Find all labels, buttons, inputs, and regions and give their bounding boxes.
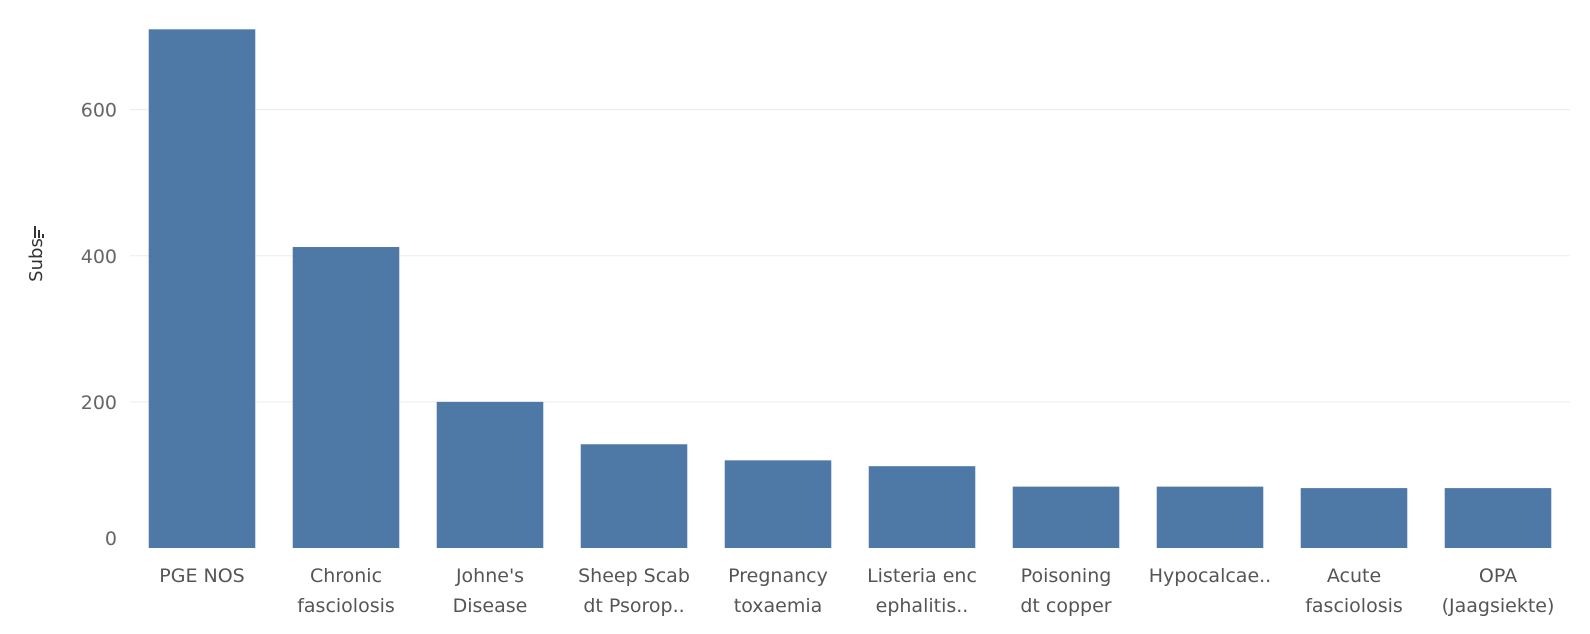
- x-category-label-line: Chronic: [310, 565, 382, 587]
- bar[interactable]: [1444, 488, 1552, 548]
- y-axis-title: Subs: [26, 238, 47, 282]
- x-category-label-line: OPA: [1479, 565, 1517, 587]
- x-category-label: Sheep Scab dt Psorop..: [578, 565, 690, 617]
- x-category-label-line: Disease: [453, 595, 528, 617]
- x-category-label-line: Acute: [1327, 565, 1381, 587]
- x-category-label: Listeria enc ephalitis..: [867, 565, 977, 617]
- x-category-label-line: ephalitis..: [876, 595, 969, 617]
- x-category-label-line: Pregnancy: [728, 565, 828, 587]
- x-category-label: Pregnancy toxaemia: [728, 565, 828, 617]
- y-tick-label: 200: [81, 392, 117, 414]
- x-category-label-line: dt copper: [1020, 595, 1111, 617]
- sort-descending-icon[interactable]: [34, 226, 44, 238]
- x-axis-categories: PGE NOS Chronic fasciolosis Johne's Disease S…: [159, 565, 1554, 617]
- x-category-label-line: Johne's: [455, 565, 524, 587]
- y-axis-ticks: 0 200 400 600: [81, 100, 117, 550]
- x-category-label: Acute fasciolosis: [1305, 565, 1403, 617]
- x-category-label: Johne's Disease: [453, 565, 528, 617]
- bar[interactable]: [1156, 486, 1264, 548]
- bar[interactable]: [292, 247, 400, 548]
- y-tick-label: 400: [81, 246, 117, 268]
- x-category-label-line: Sheep Scab: [578, 565, 690, 587]
- bar[interactable]: [580, 444, 688, 548]
- bar[interactable]: [1012, 486, 1120, 548]
- x-category-label-line: dt Psorop..: [583, 595, 684, 617]
- x-category-label-line: fasciolosis: [1305, 595, 1403, 617]
- x-category-label-line: (Jaagsiekte): [1442, 595, 1555, 617]
- x-category-label: OPA (Jaagsiekte): [1442, 565, 1555, 617]
- bar[interactable]: [868, 466, 976, 548]
- x-category-label-line: fasciolosis: [297, 595, 395, 617]
- x-category-label: Chronic fasciolosis: [297, 565, 395, 617]
- bar[interactable]: [148, 29, 256, 549]
- y-tick-label: 600: [81, 100, 117, 122]
- x-category-label: Poisoning dt copper: [1020, 565, 1111, 617]
- bar[interactable]: [724, 460, 832, 548]
- x-category-label-line: Poisoning: [1021, 565, 1112, 587]
- x-category-label: Hypocalcae..: [1149, 565, 1271, 587]
- x-category-label-line: PGE NOS: [159, 565, 244, 587]
- x-category-label: PGE NOS: [159, 565, 244, 587]
- x-category-label-line: Hypocalcae..: [1149, 565, 1271, 587]
- y-axis-title-group: Subs: [26, 226, 47, 282]
- bars: [148, 29, 1552, 549]
- bar[interactable]: [1300, 488, 1408, 548]
- bar[interactable]: [436, 401, 544, 548]
- y-tick-label: 0: [105, 528, 117, 550]
- x-category-label-line: toxaemia: [734, 595, 823, 617]
- x-category-label-line: Listeria enc: [867, 565, 977, 587]
